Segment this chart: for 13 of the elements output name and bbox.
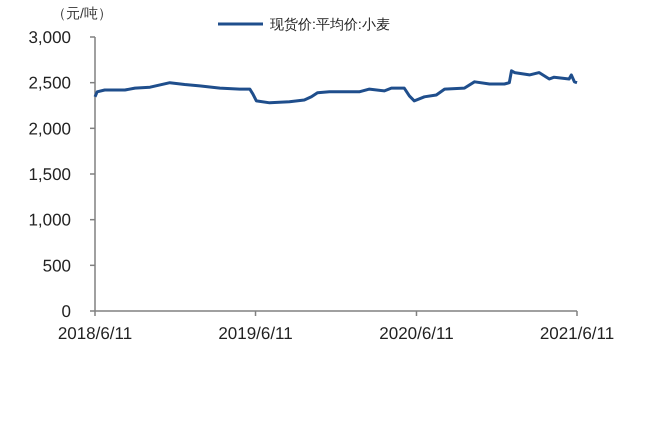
y-tick-label: 3,000 xyxy=(28,28,71,47)
y-tick-label: 500 xyxy=(42,256,71,276)
x-tick-label: 2019/6/11 xyxy=(218,324,293,343)
y-tick-label: 1,000 xyxy=(28,210,71,230)
x-tick-label: 2020/6/11 xyxy=(379,324,454,343)
y-tick-label: 2,500 xyxy=(28,74,71,93)
y-axis-title: （元/吨） xyxy=(52,5,112,21)
y-tick-label: 0 xyxy=(62,302,71,321)
x-tick-label: 2021/6/11 xyxy=(540,324,614,343)
legend-label: 现货价:平均价:小麦 xyxy=(270,16,390,32)
y-tick-label: 1,500 xyxy=(28,165,71,184)
y-tick-label: 2,000 xyxy=(28,119,71,138)
x-tick-label: 2018/6/11 xyxy=(58,324,132,343)
